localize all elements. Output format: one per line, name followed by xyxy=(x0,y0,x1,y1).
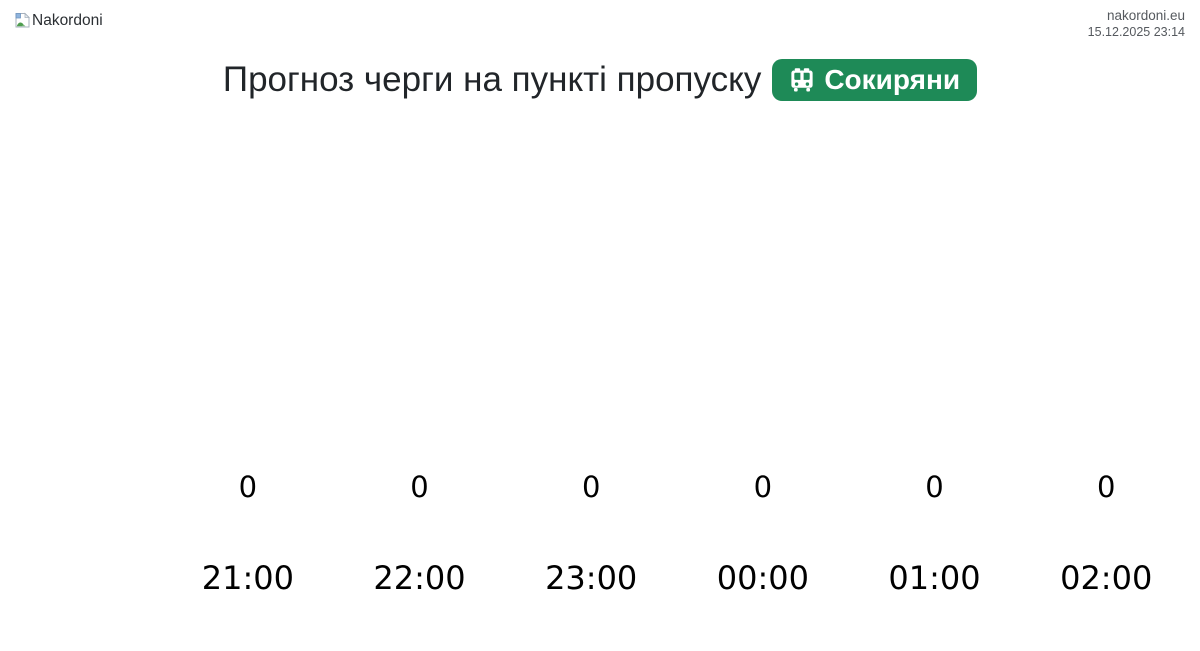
queue-forecast-chart: 0 0 0 0 0 0 21:00 22:00 23:00 00:00 01:0… xyxy=(162,467,1192,598)
bus-icon xyxy=(789,67,815,93)
chart-value: 0 xyxy=(410,470,429,504)
chart-category: 21:00 xyxy=(201,559,294,597)
chart-category-labels: 21:00 22:00 23:00 00:00 01:00 02:00 xyxy=(162,558,1192,598)
chart-value-labels: 0 0 0 0 0 0 xyxy=(162,467,1192,507)
checkpoint-badge-label: Сокиряни xyxy=(824,64,961,95)
chart-category: 00:00 xyxy=(716,559,809,597)
title-bar: Прогноз черги на пункті пропуску Сокирян… xyxy=(0,59,1200,101)
chart-value: 0 xyxy=(753,470,773,504)
logo-alt-text: Nakordoni xyxy=(32,12,103,29)
page-title: Прогноз черги на пункті пропуску xyxy=(222,60,762,99)
chart-category: 22:00 xyxy=(373,559,466,597)
site-logo: Nakordoni xyxy=(14,12,103,29)
site-domain: nakordoni.eu xyxy=(1106,8,1185,23)
checkpoint-badge[interactable]: Сокиряни xyxy=(772,59,978,101)
page-meta: nakordoni.eu 15.12.2025 23:14 xyxy=(1088,8,1185,40)
chart-value: 0 xyxy=(581,470,601,504)
broken-image-icon xyxy=(14,12,31,29)
chart-value: 0 xyxy=(238,470,258,504)
chart-value: 0 xyxy=(925,470,944,504)
chart-category: 02:00 xyxy=(1060,559,1153,597)
page-datetime: 15.12.2025 23:14 xyxy=(1087,25,1185,39)
chart-category: 23:00 xyxy=(545,559,638,597)
chart-value: 0 xyxy=(1096,470,1116,504)
chart-category: 01:00 xyxy=(888,559,981,597)
